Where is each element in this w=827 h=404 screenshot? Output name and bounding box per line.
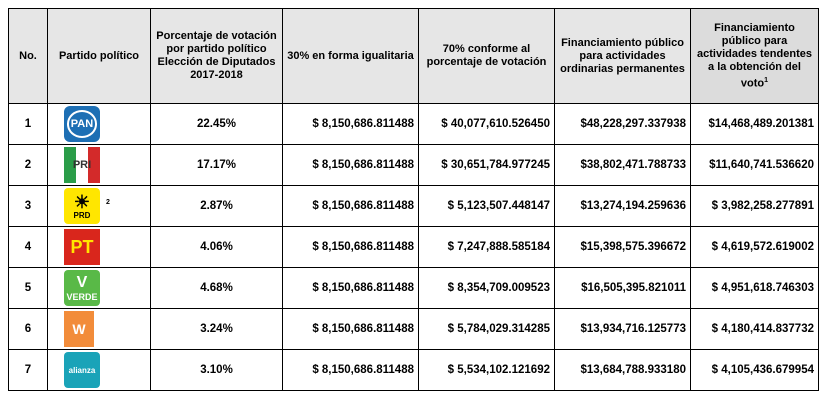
amount-70pct: $ 30,651,784.977245 [418,144,555,186]
table-row: 2 PRI 17.17% $ 8,150,686.811488 $ 30,651… [8,144,819,186]
amount-ordinary: $13,934,716.125773 [554,308,691,350]
header-vote-activities: Financiamiento público para actividades … [690,8,819,104]
vote-percentage: 4.06% [150,226,283,268]
amount-70pct: $ 7,247,888.585184 [418,226,555,268]
amount-30pct: $ 8,150,686.811488 [282,103,419,145]
row-number: 5 [8,267,48,309]
vote-percentage: 4.68% [150,267,283,309]
header-ordinary: Financiamiento público para actividades … [554,8,691,104]
amount-30pct: $ 8,150,686.811488 [282,267,419,309]
amount-30pct: $ 8,150,686.811488 [282,185,419,227]
amount-30pct: $ 8,150,686.811488 [282,226,419,268]
table-row: 5 V VERDE 4.68% $ 8,150,686.811488 $ 8,35… [8,267,819,309]
party-logo: ☀ PRD 2 [47,185,151,227]
amount-ordinary: $13,274,194.259636 [554,185,691,227]
party-logo: W [47,308,151,350]
amount-ordinary: $15,398,575.396672 [554,226,691,268]
amount-vote-activities: $11,640,741.536620 [690,144,819,186]
amount-vote-activities: $ 4,105,436.679954 [690,349,819,391]
vote-percentage: 3.24% [150,308,283,350]
alianza-logo-icon: alianza [64,352,100,388]
vote-percentage: 22.45% [150,103,283,145]
amount-70pct: $ 40,077,610.526450 [418,103,555,145]
amount-ordinary: $48,228,297.337938 [554,103,691,145]
party-logo: PAN [47,103,151,145]
row-number: 1 [8,103,48,145]
vote-percentage: 2.87% [150,185,283,227]
amount-vote-activities: $ 4,951,618.746303 [690,267,819,309]
mc-logo-icon: W [64,311,94,347]
table-row: 6 W 3.24% $ 8,150,686.811488 $ 5,784,029… [8,308,819,350]
party-logo: V VERDE [47,267,151,309]
row-number: 3 [8,185,48,227]
amount-70pct: $ 5,784,029.314285 [418,308,555,350]
amount-ordinary: $13,684,788.933180 [554,349,691,391]
row-number: 6 [8,308,48,350]
row-number: 4 [8,226,48,268]
amount-70pct: $ 8,354,709.009523 [418,267,555,309]
party-logo: alianza [47,349,151,391]
party-logo: PT [47,226,151,268]
row-number: 7 [8,349,48,391]
amount-30pct: $ 8,150,686.811488 [282,144,419,186]
party-logo: PRI [47,144,151,186]
row-number: 2 [8,144,48,186]
table-row: 3 ☀ PRD 2 2.87% $ 8,150,686.811488 $ 5,123… [8,185,819,227]
amount-70pct: $ 5,123,507.448147 [418,185,555,227]
header-vote-pct: Porcentaje de votación por partido polít… [150,8,283,104]
amount-30pct: $ 8,150,686.811488 [282,349,419,391]
amount-vote-activities: $ 4,180,414.837732 [690,308,819,350]
vote-percentage: 3.10% [150,349,283,391]
prd-logo-icon: ☀ PRD [64,188,100,224]
vote-percentage: 17.17% [150,144,283,186]
amount-vote-activities: $14,468,489.201381 [690,103,819,145]
table-row: 7 alianza 3.10% $ 8,150,686.811488 $ 5,5… [8,349,819,391]
pan-logo-icon: PAN [64,106,100,142]
table-row: 4 PT 4.06% $ 8,150,686.811488 $ 7,247,88… [8,226,819,268]
header-30pct: 30% en forma igualitaria [282,8,419,104]
amount-ordinary: $16,505,395.821011 [554,267,691,309]
amount-ordinary: $38,802,471.788733 [554,144,691,186]
table-row: 1 PAN 22.45% $ 8,150,686.811488 $ 40,077… [8,103,819,145]
header-70pct: 70% conforme al porcentaje de votación [418,8,555,104]
amount-30pct: $ 8,150,686.811488 [282,308,419,350]
footnote-marker: 2 [106,199,110,207]
amount-vote-activities: $ 3,982,258.277891 [690,185,819,227]
pt-logo-icon: PT [64,229,100,265]
verde-logo-icon: V VERDE [64,270,100,306]
amount-vote-activities: $ 4,619,572.619002 [690,226,819,268]
header-no: No. [8,8,48,104]
amount-70pct: $ 5,534,102.121692 [418,349,555,391]
pri-logo-icon: PRI [64,147,100,183]
header-party: Partido político [47,8,151,104]
financing-table: No. Partido político Porcentaje de votac… [8,8,819,391]
